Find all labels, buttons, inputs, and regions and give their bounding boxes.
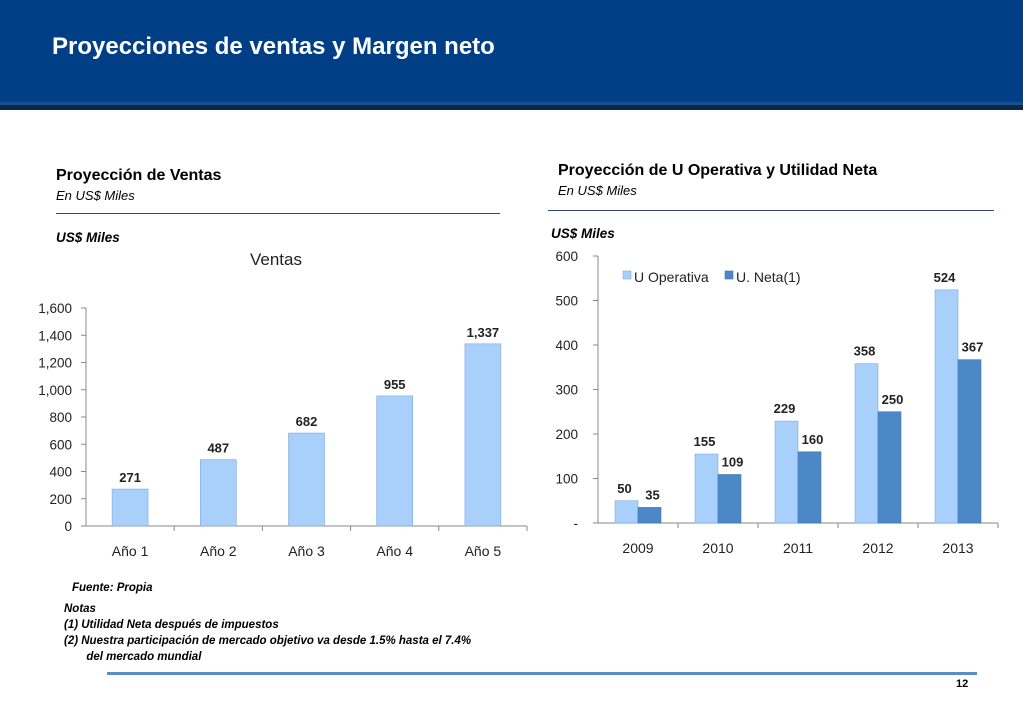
x-tick-label: Año 3	[288, 543, 325, 559]
bar-value-label: 682	[296, 414, 318, 429]
bar-u-neta	[877, 411, 902, 524]
y-tick-label: 200	[49, 492, 72, 507]
bar-u-neta	[797, 451, 822, 524]
legend-swatch	[622, 270, 632, 280]
legend-swatch	[724, 270, 734, 280]
bar-value-label: 487	[207, 441, 229, 456]
header-shadow	[0, 105, 1023, 110]
x-tick-label: 2012	[862, 540, 893, 556]
y-tick-label: 400	[555, 338, 578, 353]
bar-value-label: 35	[645, 487, 659, 502]
y-tick-label: 800	[49, 410, 72, 425]
y-tick-label: 1,600	[38, 301, 72, 316]
x-tick-label: Año 4	[376, 543, 413, 559]
legend-label: U Operativa	[634, 269, 709, 285]
bar-value-label: 50	[617, 481, 631, 496]
bar-u-neta	[637, 507, 662, 524]
header-divider	[0, 102, 1023, 105]
y-tick-label: 400	[49, 465, 72, 480]
bar	[464, 343, 502, 527]
footer-rule	[107, 672, 977, 675]
page-title: Proyecciones de ventas y Margen neto	[52, 33, 495, 60]
y-tick-label: 0	[64, 519, 72, 534]
bar-u-neta	[957, 359, 982, 524]
bar	[288, 432, 325, 527]
x-tick-label: 2011	[783, 540, 813, 556]
y-tick-label: 1,200	[38, 356, 72, 371]
page-number: 12	[956, 678, 969, 690]
bar-u-neta	[717, 474, 742, 524]
sales-chart-title: Ventas	[250, 250, 302, 269]
bar-value-label: 160	[802, 432, 824, 447]
bar-u-operativa	[854, 363, 879, 524]
y-tick-label: 200	[555, 427, 578, 442]
profit-section-rule	[548, 210, 994, 211]
y-tick-label: 1,000	[38, 383, 72, 398]
y-tick-label: -	[574, 516, 579, 531]
bar-value-label: 271	[119, 470, 141, 485]
x-tick-label: 2009	[622, 540, 653, 556]
sales-section-rule	[56, 213, 500, 214]
bar-u-operativa	[774, 420, 799, 524]
profit-unit-label: US$ Miles	[551, 226, 615, 241]
x-tick-label: Año 1	[112, 543, 149, 559]
bar-u-operativa	[934, 289, 959, 524]
x-tick-label: Año 5	[465, 543, 502, 559]
profit-section-subtitle: En US$ Miles	[558, 183, 637, 198]
bar-value-label: 250	[882, 392, 904, 407]
bar-value-label: 1,337	[467, 325, 500, 340]
sales-section-subtitle: En US$ Miles	[56, 188, 135, 203]
y-tick-label: 100	[555, 472, 578, 487]
y-tick-label: 600	[555, 249, 578, 264]
bar-value-label: 229	[774, 401, 796, 416]
y-tick-label: 1,400	[38, 328, 72, 343]
y-tick-label: 600	[49, 437, 72, 452]
note-item-1: (1) Utilidad Neta después de impuestos	[64, 619, 279, 631]
bar	[111, 488, 149, 527]
bar-value-label: 358	[854, 344, 876, 359]
bar-value-label: 155	[694, 434, 716, 449]
bar-u-operativa	[614, 500, 639, 524]
y-tick-label: 300	[555, 383, 578, 398]
bar-value-label: 367	[962, 340, 984, 355]
legend-label: U. Neta(1)	[736, 269, 801, 285]
x-tick-label: Año 2	[200, 543, 237, 559]
bar	[200, 459, 237, 527]
sales-section-title: Proyección de Ventas	[56, 167, 222, 184]
notes-heading: Notas	[64, 603, 96, 615]
note-item-3: del mercado mundial	[64, 651, 202, 663]
sales-unit-label: US$ Miles	[56, 230, 120, 245]
source-note: Fuente: Propia	[72, 582, 153, 594]
bar-value-label: 955	[384, 377, 406, 392]
y-tick-label: 500	[555, 294, 578, 309]
x-tick-label: 2013	[942, 540, 973, 556]
title-bar: Proyecciones de ventas y Margen neto	[0, 0, 1023, 102]
x-tick-label: 2010	[702, 540, 733, 556]
bar-value-label: 524	[934, 270, 956, 285]
profit-section-title: Proyección de U Operativa y Utilidad Net…	[558, 162, 878, 179]
note-item-2: (2) Nuestra participación de mercado obj…	[64, 635, 472, 647]
bar-u-operativa	[694, 453, 719, 524]
bar-value-label: 109	[722, 454, 744, 469]
bar	[376, 395, 414, 527]
